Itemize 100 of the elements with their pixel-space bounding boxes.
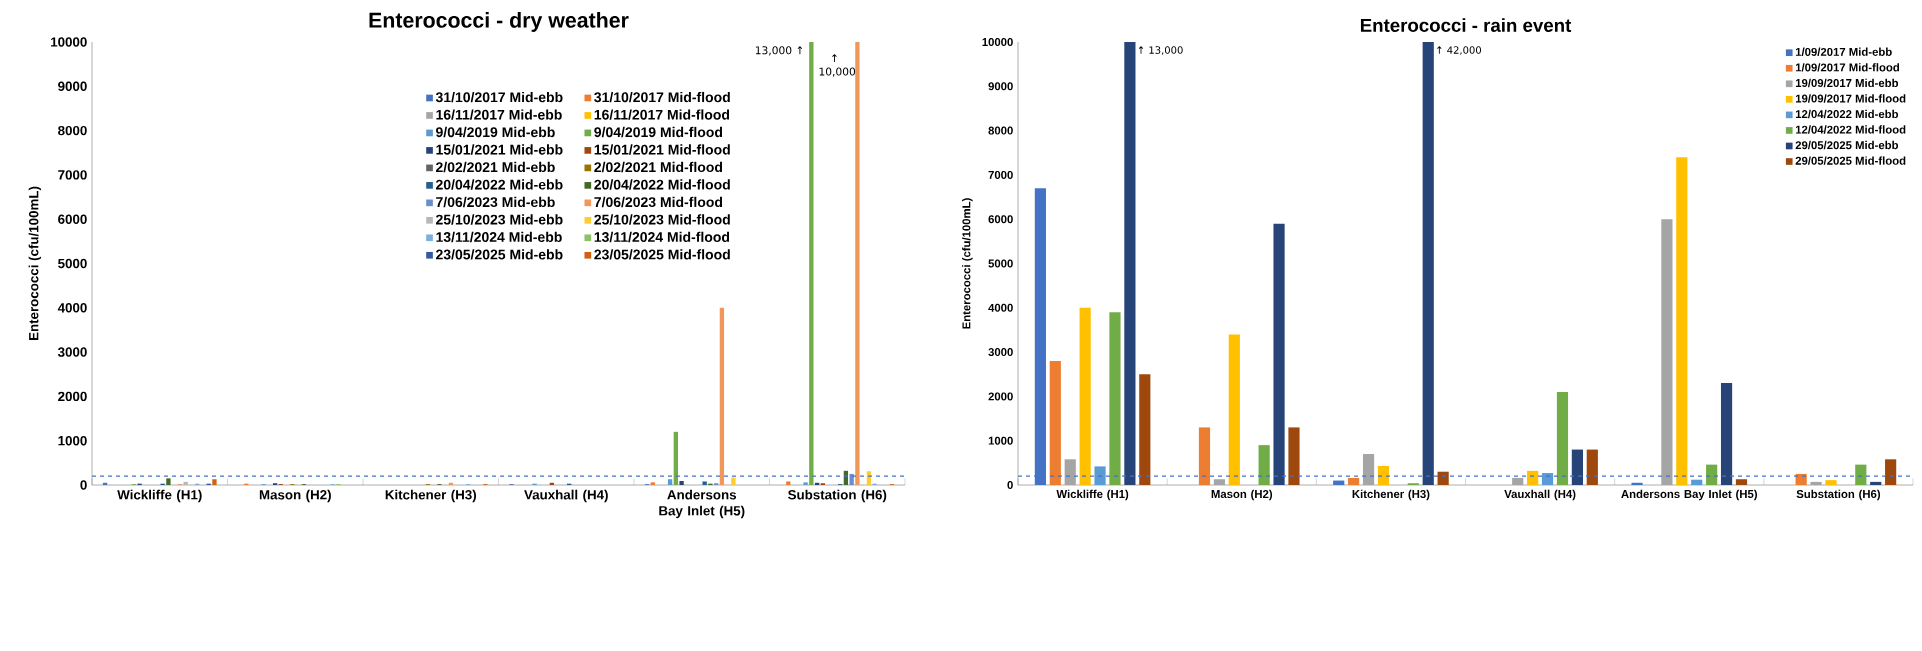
bar — [1735, 479, 1748, 485]
bar — [849, 473, 854, 485]
legend-label: 29/05/2025 Mid-flood — [1795, 156, 1906, 165]
x-tick-label: Vauxhall (H4) — [524, 489, 608, 503]
y-tick-label: 6000 — [58, 214, 87, 224]
bar — [731, 477, 736, 485]
bar — [1288, 427, 1300, 485]
y-tick-label: 5000 — [58, 258, 87, 269]
bar — [1213, 479, 1225, 485]
legend-label: 29/05/2025 Mid-ebb — [1795, 140, 1899, 150]
legend-label: 16/11/2017 Mid-ebb — [436, 109, 562, 120]
bar — [212, 479, 217, 485]
bar — [1810, 481, 1822, 485]
chart-title: Enterococci - dry weather — [369, 12, 629, 32]
legend-label: 7/06/2023 Mid-ebb — [436, 196, 555, 208]
bar — [1348, 477, 1360, 485]
y-tick-label: 7000 — [988, 170, 1013, 179]
y-tick-label: 2000 — [988, 392, 1013, 401]
y-tick-label: 8000 — [988, 126, 1013, 135]
y-tick-label: 1000 — [58, 435, 87, 446]
legend-label: 7/06/2023 Mid-flood — [594, 196, 723, 208]
bar — [702, 481, 707, 485]
x-tick-label: Kitchener (H3) — [1352, 489, 1430, 501]
y-tick-label: 6000 — [988, 215, 1013, 224]
bar — [667, 479, 673, 485]
bar — [719, 307, 725, 485]
bar — [1109, 312, 1121, 485]
annotation: ↑ 10,000 — [819, 54, 856, 77]
y-tick-label: 0 — [1007, 481, 1013, 490]
y-tick-label: 7000 — [58, 170, 87, 180]
bar — [1527, 470, 1539, 485]
x-tick-label: Mason (H2) — [1211, 489, 1273, 501]
bar — [1362, 453, 1375, 485]
legend-label: 20/04/2022 Mid-flood — [594, 179, 730, 190]
bar — [1586, 449, 1598, 485]
legend-label: 12/04/2022 Mid-ebb — [1795, 109, 1899, 119]
bar — [1079, 307, 1091, 485]
bar — [1556, 391, 1569, 485]
bar — [1124, 42, 1136, 485]
bar — [1139, 374, 1151, 485]
bar — [1870, 481, 1882, 485]
x-tick-label: Mason (H2) — [259, 489, 331, 503]
legend-label: 9/04/2019 Mid-ebb — [436, 126, 555, 138]
y-tick-label: 2000 — [58, 391, 87, 402]
bar — [183, 481, 188, 485]
y-tick-label: 3000 — [57, 347, 87, 357]
bar — [1049, 360, 1061, 485]
bar — [1885, 459, 1897, 485]
legend-label: 20/04/2022 Mid-ebb — [436, 179, 563, 190]
legend-label: 19/09/2017 Mid-flood — [1795, 94, 1906, 103]
y-tick-label: 8000 — [58, 125, 87, 136]
bar — [1094, 466, 1106, 485]
y-tick-label: 10000 — [982, 38, 1013, 46]
bar — [1273, 223, 1285, 485]
y-axis-title: Enterococci (cfu/100mL) — [962, 198, 973, 329]
legend-label: 19/09/2017 Mid-ebb — [1795, 78, 1899, 88]
annotation: 13,000 ↑ — [755, 46, 803, 56]
chart-title: Enterococci - rain event — [1360, 18, 1572, 32]
legend-label: 13/11/2024 Mid-ebb — [436, 231, 562, 243]
legend-label: 13/11/2024 Mid-flood — [594, 231, 730, 243]
y-tick-label: 5000 — [988, 259, 1013, 268]
legend-label: 25/10/2023 Mid-flood — [594, 214, 730, 225]
x-tick-label: Kitchener (H3) — [385, 489, 477, 503]
y-tick-label: 1000 — [988, 436, 1013, 445]
legend-label: 15/01/2021 Mid-ebb — [436, 144, 563, 155]
bar — [803, 482, 808, 485]
x-tick-label: Wickliffe (H1) — [117, 489, 202, 503]
legend-label: 12/04/2022 Mid-flood — [1795, 125, 1906, 134]
bar — [1422, 42, 1434, 485]
legend-label: 2/02/2021 Mid-flood — [594, 161, 723, 173]
x-tick-label: Substation (H6) — [788, 489, 887, 503]
y-axis-title: Enterococci (cfu/100mL) — [28, 186, 42, 341]
bar — [1661, 219, 1673, 485]
y-tick-label: 9000 — [988, 82, 1013, 91]
y-tick-label: 9000 — [58, 81, 87, 92]
x-tick-label: Andersons Bay Inlet (H5) — [1621, 489, 1757, 501]
bar — [1706, 464, 1718, 485]
y-tick-label: 4000 — [57, 303, 87, 313]
y-tick-label: 4000 — [988, 303, 1013, 312]
bar — [166, 478, 171, 485]
bar — [1720, 383, 1733, 485]
legend-label: 23/05/2025 Mid-flood — [594, 249, 730, 260]
bar — [673, 431, 678, 485]
y-tick-label: 3000 — [988, 348, 1013, 357]
bar — [679, 481, 684, 485]
bar — [1541, 473, 1554, 485]
bar — [1377, 465, 1390, 485]
x-tick-label: Wickliffe (H1) — [1056, 489, 1129, 501]
legend-label: 31/10/2017 Mid-ebb — [435, 91, 563, 103]
x-tick-label: Vauxhall (H4) — [1504, 489, 1576, 501]
bar — [1825, 480, 1837, 485]
bar — [809, 42, 814, 485]
bar — [786, 481, 791, 485]
bar — [1064, 459, 1076, 485]
legend-label: 16/11/2017 Mid-flood — [594, 109, 730, 120]
legend-label: 23/05/2025 Mid-ebb — [436, 249, 563, 260]
y-tick-label: 0 — [80, 480, 87, 490]
bar — [1228, 334, 1240, 485]
legend-label: 31/10/2017 Mid-flood — [594, 91, 730, 103]
legend-label: 1/09/2017 Mid-flood — [1795, 63, 1900, 72]
